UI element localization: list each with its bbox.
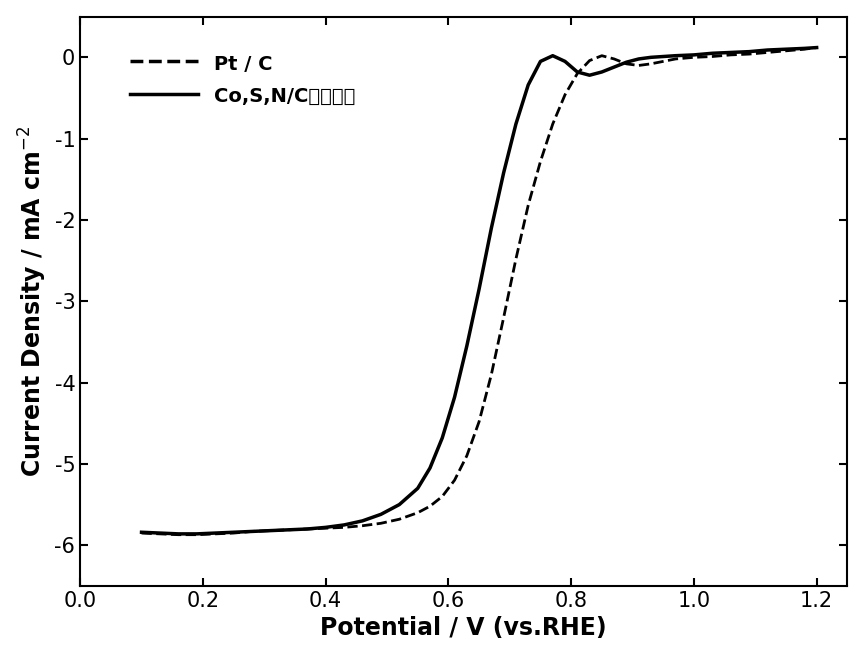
Pt / C xyxy=(437,493,448,501)
Pt / C xyxy=(609,55,619,63)
Pt / C xyxy=(707,53,717,60)
Pt / C xyxy=(265,527,276,535)
Co,S,N/C复合材料 xyxy=(173,530,183,538)
Pt / C xyxy=(799,45,810,53)
Co,S,N/C复合材料 xyxy=(799,45,810,53)
Co,S,N/C复合材料 xyxy=(707,49,717,57)
Co,S,N/C复合材料 xyxy=(449,394,460,401)
Co,S,N/C复合材料 xyxy=(321,524,331,532)
Pt / C xyxy=(376,519,386,527)
Pt / C xyxy=(811,43,822,51)
Pt / C xyxy=(536,158,546,166)
Co,S,N/C复合材料 xyxy=(621,58,632,66)
Co,S,N/C复合材料 xyxy=(437,434,448,442)
Pt / C xyxy=(744,50,754,58)
Co,S,N/C复合材料 xyxy=(302,525,313,533)
Co,S,N/C复合材料 xyxy=(744,48,754,56)
Co,S,N/C复合材料 xyxy=(523,81,533,89)
Pt / C xyxy=(658,57,669,65)
Co,S,N/C复合材料 xyxy=(811,43,822,51)
Co,S,N/C复合材料 xyxy=(597,68,607,76)
Co,S,N/C复合材料 xyxy=(781,45,791,53)
Co,S,N/C复合材料 xyxy=(609,63,619,71)
Co,S,N/C复合材料 xyxy=(394,501,404,509)
Pt / C xyxy=(358,522,368,530)
Pt / C xyxy=(449,476,460,484)
Pt / C xyxy=(670,55,681,63)
Co,S,N/C复合材料 xyxy=(247,528,257,535)
Co,S,N/C复合材料 xyxy=(265,527,276,535)
Co,S,N/C复合材料 xyxy=(511,120,521,128)
Co,S,N/C复合材料 xyxy=(474,285,485,293)
Co,S,N/C复合材料 xyxy=(283,526,294,533)
Pt / C xyxy=(474,418,485,426)
Co,S,N/C复合材料 xyxy=(486,224,497,232)
Co,S,N/C复合材料 xyxy=(584,71,594,79)
Co,S,N/C复合材料 xyxy=(536,57,546,65)
Pt / C xyxy=(173,531,183,539)
Co,S,N/C复合材料 xyxy=(560,57,570,65)
Pt / C xyxy=(781,47,791,55)
Co,S,N/C复合材料 xyxy=(645,53,656,61)
Co,S,N/C复合材料 xyxy=(726,49,736,57)
Co,S,N/C复合材料 xyxy=(376,510,386,518)
Co,S,N/C复合材料 xyxy=(633,55,644,63)
Co,S,N/C复合材料 xyxy=(339,521,349,529)
Pt / C xyxy=(548,120,558,128)
Pt / C xyxy=(762,49,772,57)
Co,S,N/C复合材料 xyxy=(210,529,220,537)
Pt / C xyxy=(689,53,699,61)
Pt / C xyxy=(572,70,582,78)
Co,S,N/C复合材料 xyxy=(425,464,435,472)
Pt / C xyxy=(412,509,422,516)
Pt / C xyxy=(560,91,570,99)
Pt / C xyxy=(192,531,202,539)
Pt / C xyxy=(633,62,644,70)
Pt / C xyxy=(394,515,404,523)
Line: Co,S,N/C复合材料: Co,S,N/C复合材料 xyxy=(142,47,816,534)
Pt / C xyxy=(511,255,521,263)
Pt / C xyxy=(461,452,472,460)
Pt / C xyxy=(137,529,147,537)
Pt / C xyxy=(523,202,533,210)
Co,S,N/C复合材料 xyxy=(548,52,558,60)
Pt / C xyxy=(247,528,257,535)
Pt / C xyxy=(210,530,220,538)
Pt / C xyxy=(645,60,656,68)
Co,S,N/C复合材料 xyxy=(689,51,699,59)
Pt / C xyxy=(621,60,632,68)
Pt / C xyxy=(486,371,497,378)
Pt / C xyxy=(228,529,238,537)
Co,S,N/C复合材料 xyxy=(572,68,582,76)
Pt / C xyxy=(321,524,331,532)
Y-axis label: Current Density / mA cm$^{-2}$: Current Density / mA cm$^{-2}$ xyxy=(16,126,49,477)
Co,S,N/C复合材料 xyxy=(762,46,772,54)
Pt / C xyxy=(499,313,509,321)
Pt / C xyxy=(339,524,349,532)
Co,S,N/C复合材料 xyxy=(412,484,422,492)
Pt / C xyxy=(584,57,594,64)
Pt / C xyxy=(302,525,313,533)
Co,S,N/C复合材料 xyxy=(155,529,165,537)
Pt / C xyxy=(726,51,736,59)
Pt / C xyxy=(597,52,607,60)
Co,S,N/C复合材料 xyxy=(670,52,681,60)
X-axis label: Potential / V (vs.RHE): Potential / V (vs.RHE) xyxy=(321,616,607,641)
Pt / C xyxy=(425,503,435,510)
Co,S,N/C复合材料 xyxy=(461,342,472,350)
Pt / C xyxy=(155,530,165,538)
Co,S,N/C复合材料 xyxy=(228,528,238,536)
Legend: Pt / C, Co,S,N/C复合材料: Pt / C, Co,S,N/C复合材料 xyxy=(121,43,365,116)
Pt / C xyxy=(283,526,294,533)
Co,S,N/C复合材料 xyxy=(358,517,368,525)
Co,S,N/C复合材料 xyxy=(137,528,147,536)
Co,S,N/C复合材料 xyxy=(658,53,669,60)
Line: Pt / C: Pt / C xyxy=(142,47,816,535)
Co,S,N/C复合材料 xyxy=(499,169,509,177)
Co,S,N/C复合材料 xyxy=(192,530,202,538)
